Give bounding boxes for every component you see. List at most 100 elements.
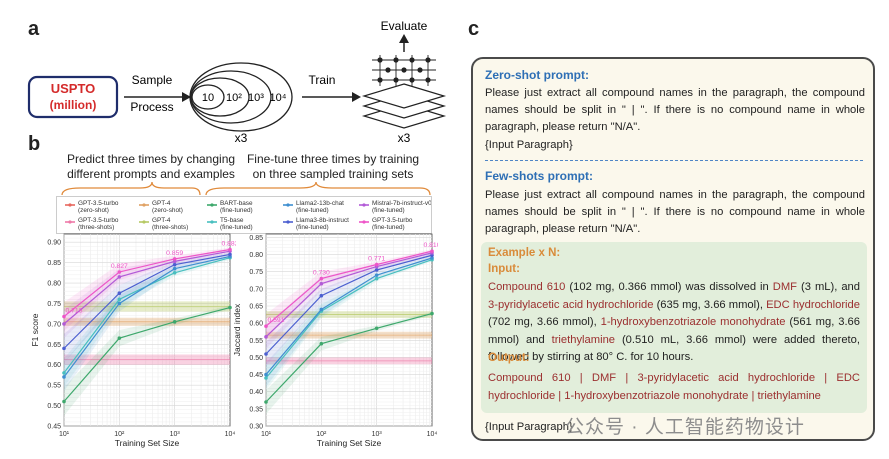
- legend-sublabel: (fine-tuned): [296, 224, 329, 231]
- grid: [265, 234, 432, 427]
- data-label: 0.827: [111, 263, 128, 270]
- legend-label: Mistral-7b-instruct-v0.2: [372, 200, 431, 207]
- series-line: [264, 256, 434, 377]
- data-point: [430, 256, 434, 260]
- input-text-segment: (0.510 mL, 3.66 mmol) were added thereto…: [488, 333, 860, 364]
- y-tick-label: 0.65: [47, 342, 61, 349]
- data-point: [117, 270, 122, 274]
- zero-shot-text: Please just extract all compound names i…: [485, 87, 865, 133]
- compound-name: triethylamine: [551, 333, 616, 346]
- example-box: Example x N: Input: Compound 610 (102 mg…: [481, 242, 867, 413]
- ellipse-label-100: 10²: [226, 92, 242, 104]
- example-output-label: Output:: [488, 352, 530, 364]
- example-title: Example x N:: [488, 247, 561, 259]
- y-tick-label: 0.85: [47, 260, 61, 267]
- y-tick-label: 0.75: [249, 269, 263, 276]
- legend-label: GPT-3.5-turbo: [372, 217, 413, 224]
- x-tick-label: 10¹: [59, 431, 70, 438]
- header-predict-line2: different prompts and examples: [67, 167, 235, 181]
- legend-label: Llama2-13b-chat: [296, 200, 344, 207]
- data-point: [374, 276, 379, 281]
- series-line: [62, 252, 232, 351]
- data-point: [62, 375, 66, 379]
- legend-sublabel: (fine-tuned): [372, 224, 405, 231]
- header-finetune: Fine-tune three times by training on thr…: [238, 152, 428, 182]
- legend-label: GPT-4: [152, 200, 171, 207]
- data-point: [117, 301, 122, 306]
- y-tick-label: 0.60: [47, 362, 61, 369]
- data-point: [62, 314, 66, 319]
- legend-item: GPT-3.5-turbo(fine-tuned): [359, 217, 413, 231]
- series-spread: [64, 254, 230, 392]
- example-output-text: Compound 610 | DMF | 3-pyridylacetic aci…: [488, 372, 860, 402]
- x-tick-label: 10¹: [261, 431, 272, 438]
- data-point: [172, 257, 177, 261]
- brace-predict: [61, 181, 201, 196]
- legend-label: GPT-3.5-turbo: [78, 217, 119, 224]
- legend-item: GPT-3.5-turbo(zero-shot): [65, 200, 119, 214]
- data-point: [172, 271, 177, 275]
- series-line: [62, 247, 232, 319]
- data-point: [264, 324, 268, 329]
- y-tick-label: 0.45: [249, 372, 263, 379]
- input-text-segment: (102 mg, 0.366 mmol) was dissolved in: [565, 281, 773, 293]
- data-point: [117, 336, 122, 340]
- few-shots-title: Few-shots prompt:: [485, 169, 593, 183]
- series-line: [264, 311, 434, 404]
- zero-shot-title: Zero-shot prompt:: [485, 68, 589, 82]
- panel-label-a: a: [28, 18, 40, 40]
- legend-sublabel: (fine-tuned): [296, 207, 329, 214]
- prompt-card: Zero-shot prompt: Please just extract al…: [471, 57, 875, 441]
- x-tick-label: 10³: [372, 431, 383, 438]
- y-tick-label: 0.30: [249, 424, 263, 431]
- y-tick-label: 0.70: [249, 286, 263, 293]
- input-text-segment: (635 mg, 3.66 mmol),: [653, 298, 767, 311]
- input-text-segment: (702 mg, 3.66 mmol),: [488, 316, 601, 328]
- legend-sublabel: (three-shots): [152, 224, 188, 231]
- example-input-label: Input:: [488, 263, 520, 275]
- data-point: [172, 320, 177, 324]
- data-point: [430, 311, 434, 316]
- x-tick-label: 10³: [170, 431, 181, 438]
- series-spread: [64, 255, 230, 388]
- series-spread: [64, 252, 230, 363]
- data-point: [374, 262, 379, 267]
- panel-a-diagram: USPTO (million) Sample Process 10 10² 10…: [27, 19, 447, 145]
- data-point: [117, 291, 122, 296]
- data-point: [264, 376, 268, 380]
- ellipse-label-10000: 10⁴: [270, 92, 287, 104]
- compound-name: Compound 610: [488, 281, 566, 293]
- series-line: [264, 251, 434, 339]
- y-tick-label: 0.70: [47, 321, 61, 328]
- input-text-segment: (3 mL), and: [797, 281, 860, 293]
- data-point: [374, 268, 379, 272]
- y-axis-label: Jaccard index: [232, 303, 242, 356]
- data-point: [228, 252, 232, 257]
- data-point: [117, 275, 122, 279]
- legend-item: Llama2-13b-chat(fine-tuned): [283, 200, 344, 214]
- y-tick-label: 0.65: [249, 304, 263, 311]
- train-label: Train: [309, 73, 336, 87]
- data-label: 0.718: [65, 308, 82, 315]
- data-point: [374, 273, 379, 277]
- data-point: [264, 352, 268, 356]
- y-tick-label: 0.40: [249, 389, 263, 396]
- panel-label-b: b: [28, 133, 41, 155]
- legend-label: T5-base: [220, 217, 244, 224]
- y-tick-label: 0.50: [47, 403, 61, 410]
- data-point: [117, 297, 122, 302]
- data-label: 0.591: [267, 317, 284, 324]
- legend-item: T5-base(fine-tuned): [207, 217, 253, 231]
- watermark-text: 公众号 · 人工智能药物设计: [565, 417, 805, 438]
- data-point: [62, 371, 66, 375]
- legend-sublabel: (zero-shot): [152, 207, 183, 214]
- series-line: [264, 249, 434, 329]
- y-axis-label: F1 score: [30, 313, 40, 346]
- compound-name: DMF: [772, 281, 797, 293]
- y-tick-label: 0.85: [249, 235, 263, 242]
- x-tick-label: 10⁴: [225, 431, 236, 438]
- x3-left-label: x3: [235, 131, 248, 145]
- arrow-head-train: [352, 92, 361, 102]
- ellipse-10: [191, 84, 225, 110]
- compound-name: 3-pyridylacetic acid hydrochloride: [488, 298, 654, 311]
